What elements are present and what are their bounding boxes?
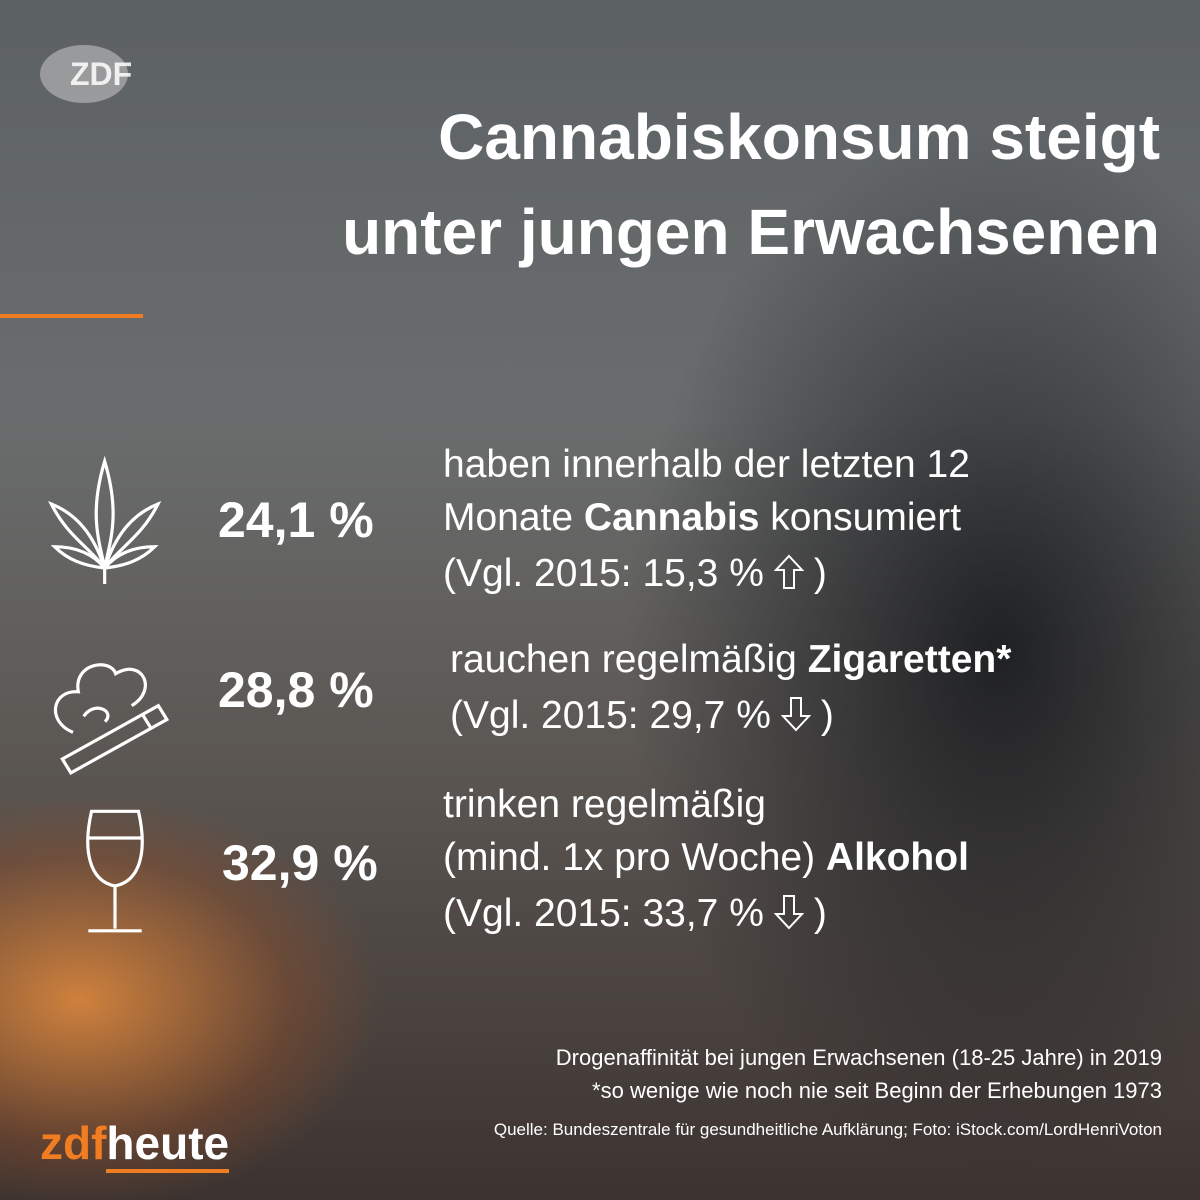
comparison: (Vgl. 2015: 29,7 %) <box>450 696 834 735</box>
accent-line <box>0 314 143 318</box>
trend-arrow <box>773 895 805 930</box>
icon <box>54 663 170 775</box>
trend-arrow <box>773 554 805 589</box>
source: Quelle: Bundeszentrale für gesundheitlic… <box>493 1120 1162 1139</box>
brand: zdfheute <box>40 1117 230 1173</box>
footer-note: *so wenige wie noch nie seit Beginn der … <box>592 1078 1162 1103</box>
logo: ZDF <box>40 45 132 103</box>
comparison-close: ) <box>820 694 834 737</box>
text-line: rauchen regelmäßig Zigaretten* <box>450 640 1011 679</box>
text: haben innerhalb der letzten 12 <box>443 443 970 486</box>
text: (mind. 1x pro Woche) <box>443 836 826 879</box>
comparison-text: (Vgl. 2015: 15,3 % <box>443 552 764 595</box>
trend-arrow <box>780 697 812 732</box>
comparison: (Vgl. 2015: 33,7 %) <box>443 894 827 933</box>
text-line: (mind. 1x pro Woche) Alkohol <box>443 838 969 877</box>
value: 32,9 % <box>222 835 378 891</box>
text: Monate <box>443 496 584 539</box>
text: trinken regelmäßig <box>443 783 766 826</box>
text: konsumiert <box>759 496 962 539</box>
value: 24,1 % <box>218 492 374 548</box>
bold-text: Alkohol <box>825 836 969 879</box>
title: unter jungen Erwachsenen <box>342 196 1160 268</box>
text: rauchen regelmäßig <box>450 638 808 681</box>
text-line: Monate Cannabis konsumiert <box>443 498 961 537</box>
title: Cannabiskonsum steigt <box>438 101 1160 173</box>
bold-text: Zigaretten* <box>807 638 1012 681</box>
comparison: (Vgl. 2015: 15,3 %) <box>443 554 827 593</box>
text-line: trinken regelmäßig <box>443 785 766 824</box>
bold-text: Cannabis <box>583 496 760 539</box>
text-line: haben innerhalb der letzten 12 <box>443 445 970 484</box>
value: 28,8 % <box>218 662 374 718</box>
comparison-close: ) <box>813 552 827 595</box>
brand-heute: heute <box>106 1117 230 1173</box>
brand-zdf: zdf <box>40 1117 107 1169</box>
icon <box>86 809 144 933</box>
icon <box>48 455 162 584</box>
comparison-close: ) <box>813 892 827 935</box>
footer-note: Drogenaffinität bei jungen Erwachsenen (… <box>555 1045 1162 1070</box>
comparison-text: (Vgl. 2015: 33,7 % <box>443 892 764 935</box>
comparison-text: (Vgl. 2015: 29,7 % <box>450 694 771 737</box>
